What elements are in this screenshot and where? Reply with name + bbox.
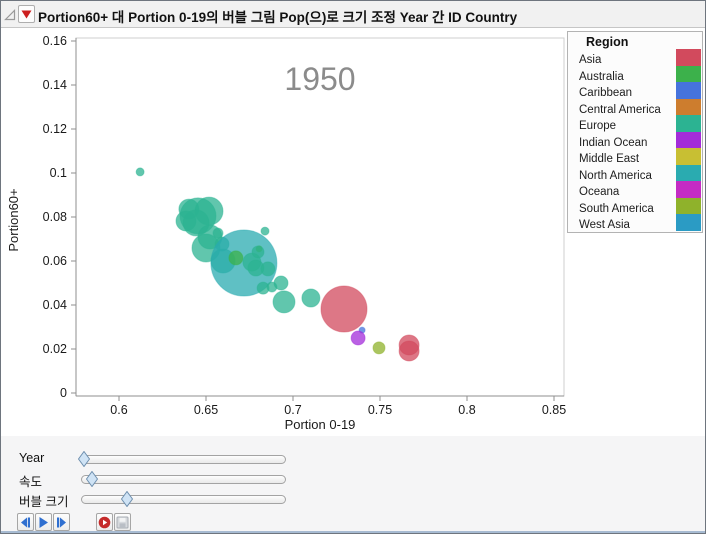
disclosure-triangle-shape — [4, 9, 16, 21]
bubble-chart: 0 0.02 0.04 0.06 0.08 0.1 0.12 0.14 0.16 0.6 0.65 0… — [1, 28, 571, 436]
step-forward-triangle — [60, 517, 66, 527]
x-tick-label: 0.85 — [542, 403, 566, 417]
legend-item-europe[interactable]: Europe — [579, 120, 617, 133]
legend-swatches — [676, 49, 701, 232]
slider-thumb-diamond — [78, 451, 91, 467]
slider-thumb-0[interactable] — [78, 451, 91, 467]
bubble-europe[interactable] — [135, 167, 145, 177]
y-tick-label: 0.06 — [43, 254, 67, 268]
y-axis-title: Portion60+ — [6, 188, 21, 251]
step-backward-triangle — [21, 517, 27, 527]
x-tick-label: 0.7 — [284, 403, 301, 417]
bubble-asia[interactable] — [398, 340, 420, 362]
year-annotation: 1950 — [284, 61, 355, 97]
slider-track-2[interactable] — [81, 491, 286, 507]
step-backward-button[interactable] — [17, 513, 34, 531]
y-tick-label: 0.1 — [50, 166, 67, 180]
legend-swatch-indian-ocean[interactable] — [676, 131, 701, 149]
x-tick-label: 0.6 — [110, 403, 127, 417]
legend-item-oceana[interactable]: Oceana — [579, 186, 620, 199]
red-triangle-shape — [21, 10, 32, 18]
red-triangle-icon — [21, 10, 32, 18]
region-legend: Region Asia Australia Caribbean Central Ame… — [567, 31, 703, 233]
save-floppy-label — [119, 517, 126, 522]
step-backward-bar — [27, 517, 30, 527]
bubble-indian-ocean[interactable] — [350, 330, 366, 346]
record-button[interactable] — [96, 513, 113, 531]
y-tick-label: 0.08 — [43, 210, 67, 224]
legend-item-middle-east[interactable]: Middle East — [579, 153, 640, 166]
plot-frame — [75, 37, 565, 397]
play-icon — [39, 516, 48, 528]
save-button[interactable] — [114, 513, 131, 531]
bubble-europe[interactable] — [301, 288, 321, 308]
legend-swatch-caribbean[interactable] — [676, 82, 701, 99]
slider-label-0: Year — [19, 451, 45, 465]
x-tick-label: 0.8 — [458, 403, 475, 417]
legend-item-australia[interactable]: Australia — [579, 70, 624, 83]
window-bottom-accent — [1, 531, 705, 533]
x-tick-label: 0.75 — [368, 403, 392, 417]
slider-label-1: 속도 — [19, 475, 43, 489]
step-backward-icon — [21, 517, 30, 527]
y-tick-label: 0 — [60, 386, 67, 400]
y-tick-label: 0.04 — [43, 298, 67, 312]
legend-swatch-central-america[interactable] — [676, 98, 701, 116]
slider-thumb-diamond — [86, 471, 99, 487]
y-tick-label: 0.12 — [43, 122, 67, 136]
red-triangle-menu-button[interactable] — [18, 5, 35, 23]
legend-swatch-north-america[interactable] — [676, 164, 701, 182]
legend-item-west-asia[interactable]: West Asia — [579, 219, 630, 232]
legend-swatch-europe[interactable] — [676, 115, 701, 132]
record-play-triangle — [103, 519, 108, 525]
save-icon — [116, 516, 129, 528]
bubble-south-america[interactable] — [372, 341, 386, 355]
bubble-europe[interactable] — [272, 290, 296, 314]
slider-track-0[interactable] — [78, 451, 286, 467]
bubble-asia[interactable] — [320, 285, 368, 333]
disclosure-triangle-icon[interactable] — [3, 8, 17, 22]
legend-swatch-australia[interactable] — [676, 65, 701, 83]
y-tick-label: 0.16 — [43, 34, 67, 48]
step-forward-button[interactable] — [53, 513, 70, 531]
chart-area: 0 0.02 0.04 0.06 0.08 0.1 0.12 0.14 0.16 0.6 0.65 0… — [1, 28, 705, 436]
legend-item-asia[interactable]: Asia — [579, 54, 602, 66]
legend-swatch-middle-east[interactable] — [676, 148, 701, 165]
step-forward-icon — [57, 517, 66, 527]
legend-swatch-south-america[interactable] — [676, 197, 701, 215]
play-triangle — [39, 516, 48, 528]
legend-title: Region — [586, 35, 629, 49]
x-tick-label: 0.65 — [194, 403, 218, 417]
record-icon — [98, 516, 111, 528]
y-tick-label: 0.02 — [43, 342, 67, 356]
legend-item-south-america[interactable]: South America — [579, 202, 654, 215]
bubble-australia[interactable] — [228, 250, 244, 266]
legend-item-caribbean[interactable]: Caribbean — [579, 87, 633, 100]
legend-item-central-america[interactable]: Central America — [579, 103, 661, 116]
save-floppy-shutter — [119, 522, 126, 527]
slider-thumb-diamond — [120, 491, 133, 507]
y-tick-label: 0.14 — [43, 78, 67, 92]
legend-item-north-america[interactable]: North America — [579, 169, 652, 182]
slider-thumb-1[interactable] — [86, 471, 99, 487]
step-forward-bar — [57, 517, 60, 527]
bubble-europe[interactable] — [266, 281, 278, 293]
play-button[interactable] — [35, 513, 52, 531]
legend-swatch-oceana[interactable] — [676, 181, 701, 198]
legend-swatch-west-asia[interactable] — [676, 214, 701, 232]
report-title: Portion60+ 대 Portion 0-19의 버블 그림 Pop(으)로… — [38, 10, 518, 25]
legend-item-indian-ocean[interactable]: Indian Ocean — [579, 136, 648, 149]
slider-track-1[interactable] — [81, 471, 286, 487]
slider-thumb-2[interactable] — [120, 491, 133, 507]
bubble-europe[interactable] — [260, 261, 276, 277]
legend-swatch-asia[interactable] — [676, 49, 701, 66]
legend-rows: Asia Australia Caribbean Central America Eur… — [579, 52, 674, 234]
bubble-europe[interactable] — [260, 226, 270, 236]
report-title-bar: Portion60+ 대 Portion 0-19의 버블 그림 Pop(으)로… — [1, 1, 705, 28]
x-axis-title: Portion 0-19 — [285, 417, 356, 432]
slider-label-2: 버블 크기 — [19, 495, 69, 509]
bubble-europe[interactable] — [212, 227, 224, 239]
